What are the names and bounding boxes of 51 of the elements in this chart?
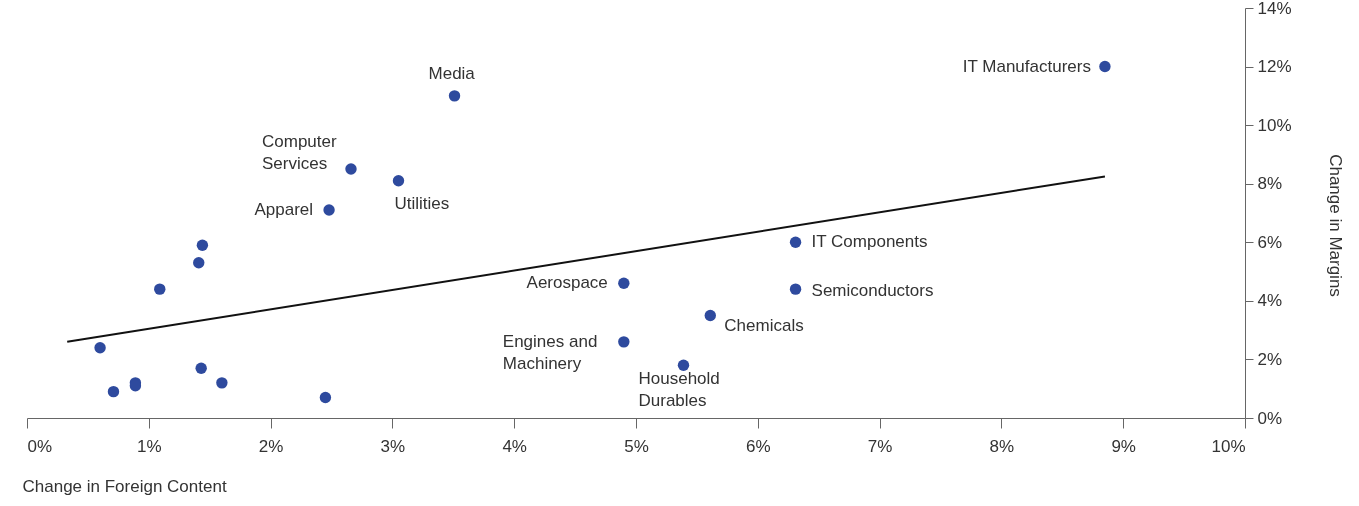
point <box>618 277 630 289</box>
data-label: Apparel <box>254 200 314 220</box>
data-label: IT Manufacturers <box>962 56 1091 76</box>
y-tick-label: 10% <box>1257 115 1292 135</box>
point <box>319 391 332 404</box>
point <box>448 90 461 102</box>
x-tick-label: 6% <box>746 436 771 456</box>
point <box>94 342 106 354</box>
x-tick-label: 10% <box>1211 436 1246 456</box>
y-tick-label: 8% <box>1257 174 1283 194</box>
data-label: IT Components <box>811 232 928 252</box>
y-tick-label: 14% <box>1257 0 1292 18</box>
y-tick-label: 0% <box>1257 408 1283 428</box>
data-label: Household Durables <box>638 369 720 411</box>
point <box>216 377 228 389</box>
point <box>345 163 357 175</box>
data-label: Media <box>428 63 476 83</box>
point <box>196 239 209 251</box>
y-tick-label: 2% <box>1257 349 1283 369</box>
point <box>789 236 802 248</box>
data-label: Utilities <box>394 193 450 213</box>
data-label: Chemicals <box>724 315 804 335</box>
point <box>618 336 630 348</box>
point <box>193 257 205 269</box>
x-tick-label: 4% <box>502 436 527 456</box>
point <box>323 204 335 216</box>
x-tick-label: 0% <box>27 436 53 456</box>
point <box>677 359 690 371</box>
x-tick-label: 7% <box>867 436 893 456</box>
point <box>195 362 207 374</box>
data-label: Engines and Machinery <box>502 331 598 373</box>
y-axis-title: Change in Margins <box>1325 154 1345 297</box>
x-tick-label: 2% <box>258 436 284 456</box>
point <box>789 283 802 295</box>
y-tick-label: 6% <box>1257 232 1283 252</box>
y-tick-label: 4% <box>1257 291 1283 311</box>
point <box>1099 60 1111 73</box>
point <box>154 283 166 295</box>
x-tick-label: 3% <box>380 436 406 456</box>
y-tick-label: 12% <box>1257 57 1292 77</box>
x-tick-label: 8% <box>989 436 1015 456</box>
point <box>107 385 120 398</box>
data-label: Aerospace <box>526 273 608 293</box>
x-tick-label: 1% <box>137 436 162 456</box>
x-axis-title: Change in Foreign Content <box>22 476 227 496</box>
point <box>704 309 716 322</box>
data-label: Semiconductors <box>811 281 934 301</box>
point <box>392 175 405 187</box>
x-tick-label: 5% <box>624 436 649 456</box>
data-label: Computer Services <box>261 132 337 174</box>
x-tick-label: 9% <box>1111 436 1136 456</box>
